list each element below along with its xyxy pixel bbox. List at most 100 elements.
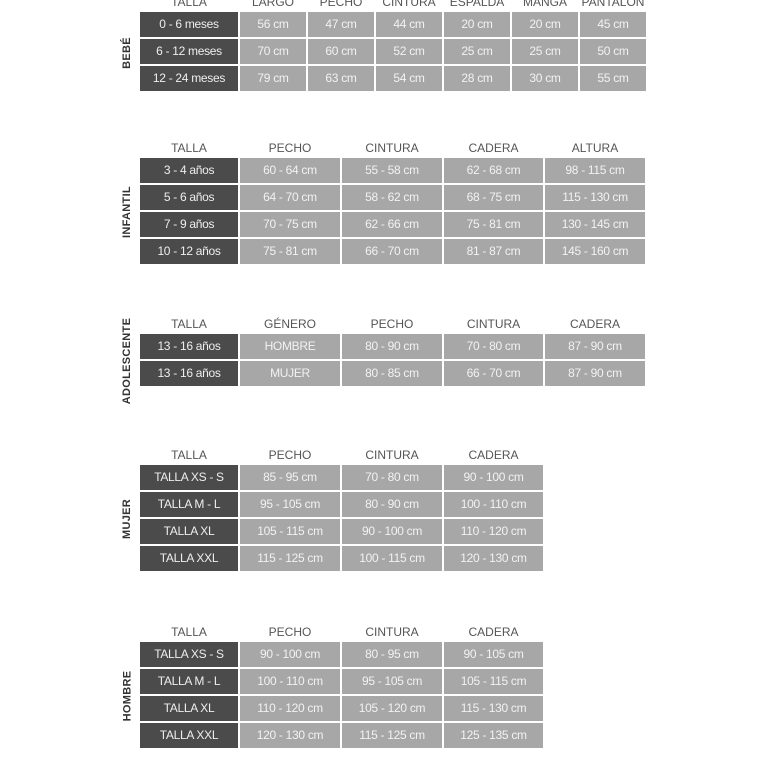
size-cell: TALLA XXL	[140, 723, 238, 748]
column-header: GÉNERO	[263, 317, 316, 331]
value-cell: 55 cm	[580, 66, 646, 91]
size-cell: 0 - 6 meses	[140, 12, 238, 37]
size-table-bebe: BEBÉ TALLA LARGO PECHO CINTURA ESPALDA MANGA PA…	[121, 0, 648, 93]
value-cell: 70 - 80 cm	[444, 334, 543, 359]
category-label-text: MUJER	[121, 498, 134, 540]
column-header: TALLA	[171, 0, 207, 9]
value-cell: 100 - 115 cm	[342, 546, 442, 571]
table-row: 10 - 12 años 75 - 81 cm 66 - 70 cm 81 - 87 …	[140, 239, 647, 264]
column-header: CADERA	[468, 141, 519, 155]
value-cell: 98 - 115 cm	[545, 158, 645, 183]
size-table-infantil: INFANTIL TALLA PECHO CINTURA CADERA ALTURA 3 -…	[121, 140, 647, 266]
value-cell: 87 - 90 cm	[545, 361, 645, 386]
column-header: TALLA	[171, 317, 207, 331]
column-header: CINTURA	[382, 0, 436, 9]
category-label-text: ADOLESCENTE	[121, 317, 134, 405]
value-cell: 54 cm	[376, 66, 442, 91]
table-row: TALLA XXL 120 - 130 cm 115 - 125 cm 125 - 1…	[140, 723, 545, 748]
value-cell: 60 cm	[308, 39, 374, 64]
value-cell: 75 - 81 cm	[240, 239, 340, 264]
value-cell: 45 cm	[580, 12, 646, 37]
table-row: 5 - 6 años 64 - 70 cm 58 - 62 cm 68 - 75 cm…	[140, 185, 647, 210]
category-label: ADOLESCENTE	[120, 318, 134, 404]
table-header: TALLA GÉNERO PECHO CINTURA CADERA	[140, 316, 647, 332]
size-cell: 3 - 4 años	[140, 158, 238, 183]
value-cell: HOMBRE	[240, 334, 340, 359]
value-cell: 70 - 75 cm	[240, 212, 340, 237]
value-cell: 68 - 75 cm	[444, 185, 543, 210]
value-cell: 115 - 130 cm	[444, 696, 543, 721]
column-header: PECHO	[268, 625, 312, 639]
column-header: CADERA	[468, 625, 519, 639]
value-cell: 95 - 105 cm	[342, 669, 442, 694]
value-cell: 125 - 135 cm	[444, 723, 543, 748]
size-cell: TALLA XXL	[140, 546, 238, 571]
value-cell: 80 - 90 cm	[342, 492, 442, 517]
value-cell: 70 - 80 cm	[342, 465, 442, 490]
value-cell: 115 - 125 cm	[240, 546, 340, 571]
value-cell: 90 - 100 cm	[240, 642, 340, 667]
table-row: TALLA XS - S 85 - 95 cm 70 - 80 cm 90 - 100…	[140, 465, 545, 490]
value-cell: 20 cm	[444, 12, 510, 37]
column-header: ALTURA	[571, 141, 619, 155]
size-cell: 10 - 12 años	[140, 239, 238, 264]
size-cell: 6 - 12 meses	[140, 39, 238, 64]
value-cell: 81 - 87 cm	[444, 239, 543, 264]
value-cell: 105 - 115 cm	[444, 669, 543, 694]
value-cell: 87 - 90 cm	[545, 334, 645, 359]
category-label: BEBÉ	[120, 12, 134, 93]
value-cell: 79 cm	[240, 66, 306, 91]
table-row: TALLA M - L 100 - 110 cm 95 - 105 cm 105 - …	[140, 669, 545, 694]
value-cell: 90 - 100 cm	[342, 519, 442, 544]
value-cell: 50 cm	[580, 39, 646, 64]
value-cell: 63 cm	[308, 66, 374, 91]
table-header: TALLA PECHO CINTURA CADERA	[140, 447, 545, 463]
table-row: 13 - 16 años MUJER 80 - 85 cm 66 - 70 cm 87 …	[140, 361, 647, 386]
size-table-mujer: MUJER TALLA PECHO CINTURA CADERA TALLA XS - S…	[121, 447, 545, 573]
category-label-text: HOMBRE	[121, 670, 134, 722]
value-cell: 70 cm	[240, 39, 306, 64]
size-cell: TALLA XS - S	[140, 465, 238, 490]
value-cell: 120 - 130 cm	[444, 546, 543, 571]
category-label: HOMBRE	[120, 642, 134, 750]
value-cell: 20 cm	[512, 12, 578, 37]
value-cell: MUJER	[240, 361, 340, 386]
value-cell: 120 - 130 cm	[240, 723, 340, 748]
value-cell: 66 - 70 cm	[342, 239, 442, 264]
column-header: MANGA	[522, 0, 567, 9]
size-cell: TALLA M - L	[140, 669, 238, 694]
size-table-hombre: HOMBRE TALLA PECHO CINTURA CADERA TALLA XS - …	[121, 624, 545, 750]
size-cell: TALLA M - L	[140, 492, 238, 517]
column-header: CADERA	[569, 317, 620, 331]
value-cell: 90 - 100 cm	[444, 465, 543, 490]
value-cell: 145 - 160 cm	[545, 239, 645, 264]
size-table-adolescente: ADOLESCENTE TALLA GÉNERO PECHO CINTURA CADERA…	[121, 316, 647, 404]
table-row: TALLA XXL 115 - 125 cm 100 - 115 cm 120 - 1…	[140, 546, 545, 571]
column-header: PECHO	[370, 317, 414, 331]
column-header: LARGO	[251, 0, 294, 9]
table-header: TALLA PECHO CINTURA CADERA ALTURA	[140, 140, 647, 156]
table-header: TALLA LARGO PECHO CINTURA ESPALDA MANGA PANTAL…	[140, 0, 648, 10]
size-cell: TALLA XL	[140, 519, 238, 544]
column-header: TALLA	[171, 625, 207, 639]
value-cell: 58 - 62 cm	[342, 185, 442, 210]
size-cell: 13 - 16 años	[140, 334, 238, 359]
category-label-text: BEBÉ	[121, 36, 134, 69]
column-header: CINTURA	[365, 625, 419, 639]
table-row: TALLA XL 110 - 120 cm 105 - 120 cm 115 - 13…	[140, 696, 545, 721]
column-header: CADERA	[468, 448, 519, 462]
value-cell: 100 - 110 cm	[444, 492, 543, 517]
value-cell: 25 cm	[512, 39, 578, 64]
table-row: 3 - 4 años 60 - 64 cm 55 - 58 cm 62 - 68 cm…	[140, 158, 647, 183]
value-cell: 47 cm	[308, 12, 374, 37]
table-row: 13 - 16 años HOMBRE 80 - 90 cm 70 - 80 cm 87…	[140, 334, 647, 359]
value-cell: 110 - 120 cm	[444, 519, 543, 544]
column-header: CINTURA	[466, 317, 521, 331]
value-cell: 56 cm	[240, 12, 306, 37]
size-cell: 7 - 9 años	[140, 212, 238, 237]
category-label: MUJER	[120, 465, 134, 573]
column-header: PECHO	[319, 0, 363, 9]
value-cell: 75 - 81 cm	[444, 212, 543, 237]
column-header: CINTURA	[365, 141, 419, 155]
table-row: 7 - 9 años 70 - 75 cm 62 - 66 cm 75 - 81 cm…	[140, 212, 647, 237]
